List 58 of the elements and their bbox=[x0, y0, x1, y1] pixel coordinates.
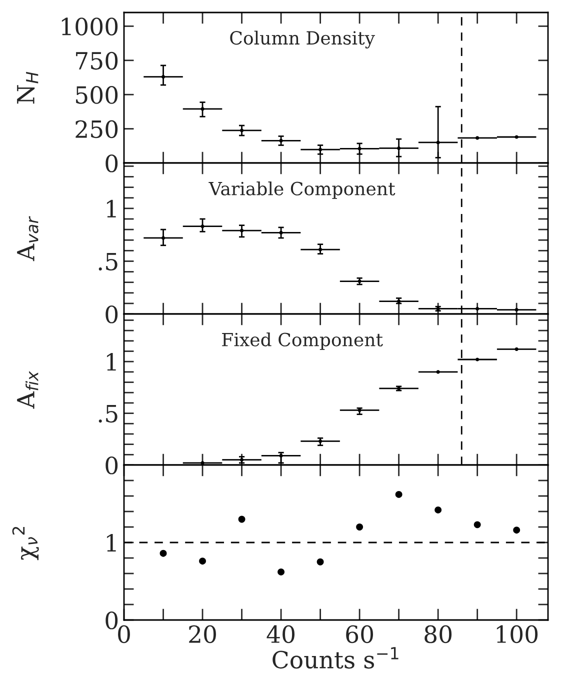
y-axis-title: N$_{H}$ bbox=[17, 72, 38, 104]
text: Column Density bbox=[230, 30, 375, 48]
point bbox=[514, 308, 518, 312]
point bbox=[397, 146, 401, 150]
x-tick-label: 60 bbox=[346, 625, 374, 644]
y-tick-label: 750 bbox=[76, 52, 118, 70]
point bbox=[358, 146, 362, 150]
x-tick-label: 20 bbox=[189, 625, 216, 644]
point bbox=[199, 558, 206, 565]
point bbox=[476, 306, 480, 311]
y-tick-label: 500 bbox=[76, 86, 118, 104]
y-tick-label: 1 bbox=[107, 534, 116, 552]
text: Fixed Component bbox=[222, 332, 383, 350]
y-tick-label: .5 bbox=[98, 405, 118, 423]
point bbox=[514, 347, 518, 351]
point bbox=[474, 521, 481, 528]
y-tick-label: 0 bbox=[106, 154, 118, 172]
point bbox=[278, 568, 285, 576]
point bbox=[356, 524, 364, 530]
point bbox=[318, 248, 322, 252]
y-tick-label: 1000 bbox=[62, 18, 118, 36]
point bbox=[316, 558, 324, 566]
x-axis-title: Counts s$^{−1}$ bbox=[272, 647, 398, 669]
y-tick-label: .5 bbox=[98, 252, 118, 271]
y-tick-label: 250 bbox=[76, 120, 118, 138]
point bbox=[513, 526, 520, 534]
point bbox=[436, 140, 440, 144]
point bbox=[240, 228, 244, 232]
point bbox=[476, 358, 480, 362]
point bbox=[279, 138, 283, 143]
text: Variable Component bbox=[208, 181, 396, 199]
point bbox=[200, 461, 204, 465]
y-axis-title: A$_{fix}$ bbox=[17, 371, 38, 409]
point bbox=[161, 75, 166, 79]
y-axis-title: χ$_{ν}$$^{2}$ bbox=[12, 526, 39, 560]
y-tick-label: 0 bbox=[106, 611, 118, 630]
point bbox=[200, 107, 204, 111]
x-tick-label: 80 bbox=[424, 625, 452, 644]
x-tick-label: 100 bbox=[496, 625, 538, 644]
point bbox=[238, 516, 246, 523]
point bbox=[358, 408, 362, 412]
y-tick-label: 1 bbox=[107, 200, 116, 218]
point bbox=[161, 236, 166, 240]
point bbox=[240, 128, 244, 132]
point bbox=[436, 370, 440, 374]
point bbox=[514, 135, 518, 139]
point bbox=[160, 550, 167, 557]
point bbox=[434, 506, 442, 514]
y-tick-label: 0 bbox=[106, 456, 118, 474]
y-tick-label: 1 bbox=[107, 353, 116, 371]
point bbox=[279, 230, 283, 234]
point bbox=[476, 136, 480, 140]
x-tick-label: 40 bbox=[266, 625, 294, 644]
y-tick-label: 0 bbox=[106, 305, 118, 324]
point bbox=[395, 490, 402, 498]
y-axis-title: A$_{var}$ bbox=[17, 216, 38, 262]
point bbox=[318, 148, 322, 152]
point bbox=[200, 224, 204, 228]
